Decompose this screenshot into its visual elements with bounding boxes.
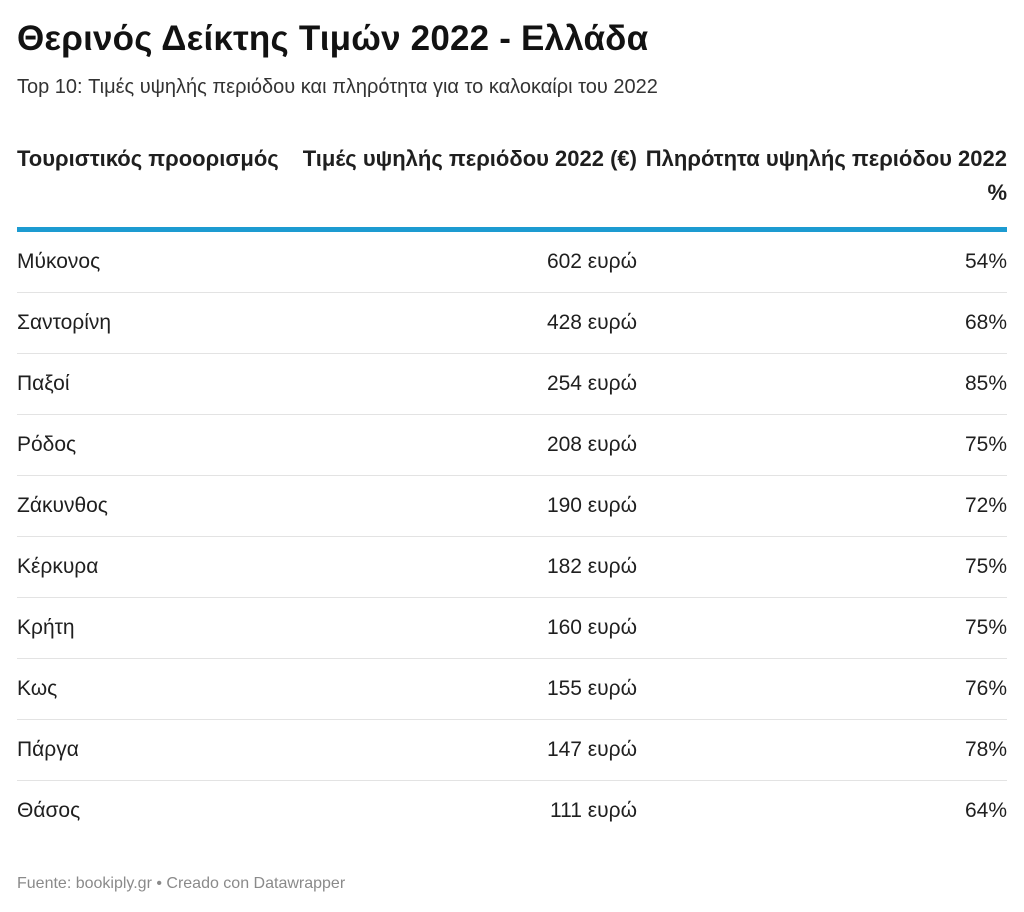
table-header-row: Τουριστικός προορισμός Τιμές υψηλής περι…: [17, 142, 1007, 232]
cell-price: 602 ευρώ: [287, 229, 637, 293]
table-row: Ζάκυνθος 190 ευρώ 72%: [17, 475, 1007, 537]
cell-price: 160 ευρώ: [287, 597, 637, 659]
cell-occupancy: 72%: [637, 475, 1007, 537]
cell-occupancy: 68%: [637, 292, 1007, 354]
cell-destination: Θάσος: [17, 799, 81, 822]
column-header-destination[interactable]: Τουριστικός προορισμός: [17, 142, 287, 232]
cell-occupancy: 54%: [637, 229, 1007, 293]
chart-subtitle: Top 10: Τιμές υψηλής περιόδου και πληρότ…: [17, 76, 658, 98]
table-row: Θάσος 111 ευρώ 64%: [17, 781, 1007, 842]
cell-occupancy: 64%: [964, 799, 1007, 822]
cell-price: 208 ευρώ: [287, 414, 637, 476]
cell-occupancy: 75%: [637, 414, 1007, 476]
table-row: Κρήτη 160 ευρώ 75%: [17, 597, 1007, 659]
cell-destination: Κέρκυρα: [17, 536, 287, 598]
cell-price: 428 ευρώ: [287, 292, 637, 354]
table-body: Μύκονος 602 ευρώ 54% Σαντορίνη 428 ευρώ …: [17, 229, 1007, 842]
cell-price: 182 ευρώ: [287, 536, 637, 598]
cell-destination: Κως: [17, 658, 287, 720]
cell-occupancy: 85%: [637, 353, 1007, 415]
table-row: Πάργα 147 ευρώ 78%: [17, 719, 1007, 781]
cell-price: 111 ευρώ: [550, 799, 637, 822]
table-row: Κέρκυρα 182 ευρώ 75%: [17, 536, 1007, 598]
cell-destination: Πάργα: [17, 719, 287, 781]
cell-price: 155 ευρώ: [287, 658, 637, 720]
cell-price: 190 ευρώ: [287, 475, 637, 537]
chart-title: Θερινός Δείκτης Τιμών 2022 - Ελλάδα: [17, 19, 649, 58]
source-footer: Fuente: bookiply.gr • Creado con Datawra…: [17, 875, 346, 892]
cell-destination: Παξοί: [17, 353, 287, 415]
cell-destination: Ζάκυνθος: [17, 475, 287, 537]
table-row: Κως 155 ευρώ 76%: [17, 658, 1007, 720]
cell-occupancy: 76%: [637, 658, 1007, 720]
cell-price: 147 ευρώ: [287, 719, 637, 781]
cell-destination: Ρόδος: [17, 414, 287, 476]
chart-container: Θερινός Δείκτης Τιμών 2022 - Ελλάδα Top …: [17, 0, 1007, 841]
table-row: Μύκονος 602 ευρώ 54%: [17, 229, 1007, 293]
table-row: Παξοί 254 ευρώ 85%: [17, 353, 1007, 415]
cell-occupancy: 78%: [637, 719, 1007, 781]
column-header-price[interactable]: Τιμές υψηλής περιόδου 2022 (€): [287, 142, 637, 232]
cell-destination: Κρήτη: [17, 597, 287, 659]
table-row: Ρόδος 208 ευρώ 75%: [17, 414, 1007, 476]
column-header-occupancy[interactable]: Πληρότητα υψηλής περιόδου 2022 %: [637, 142, 1007, 232]
cell-occupancy: 75%: [637, 597, 1007, 659]
table-row: Σαντορίνη 428 ευρώ 68%: [17, 292, 1007, 354]
cell-occupancy: 75%: [637, 536, 1007, 598]
cell-destination: Μύκονος: [17, 229, 287, 293]
cell-price: 254 ευρώ: [287, 353, 637, 415]
cell-destination: Σαντορίνη: [17, 292, 287, 354]
data-table: Τουριστικός προορισμός Τιμές υψηλής περι…: [17, 142, 1007, 841]
